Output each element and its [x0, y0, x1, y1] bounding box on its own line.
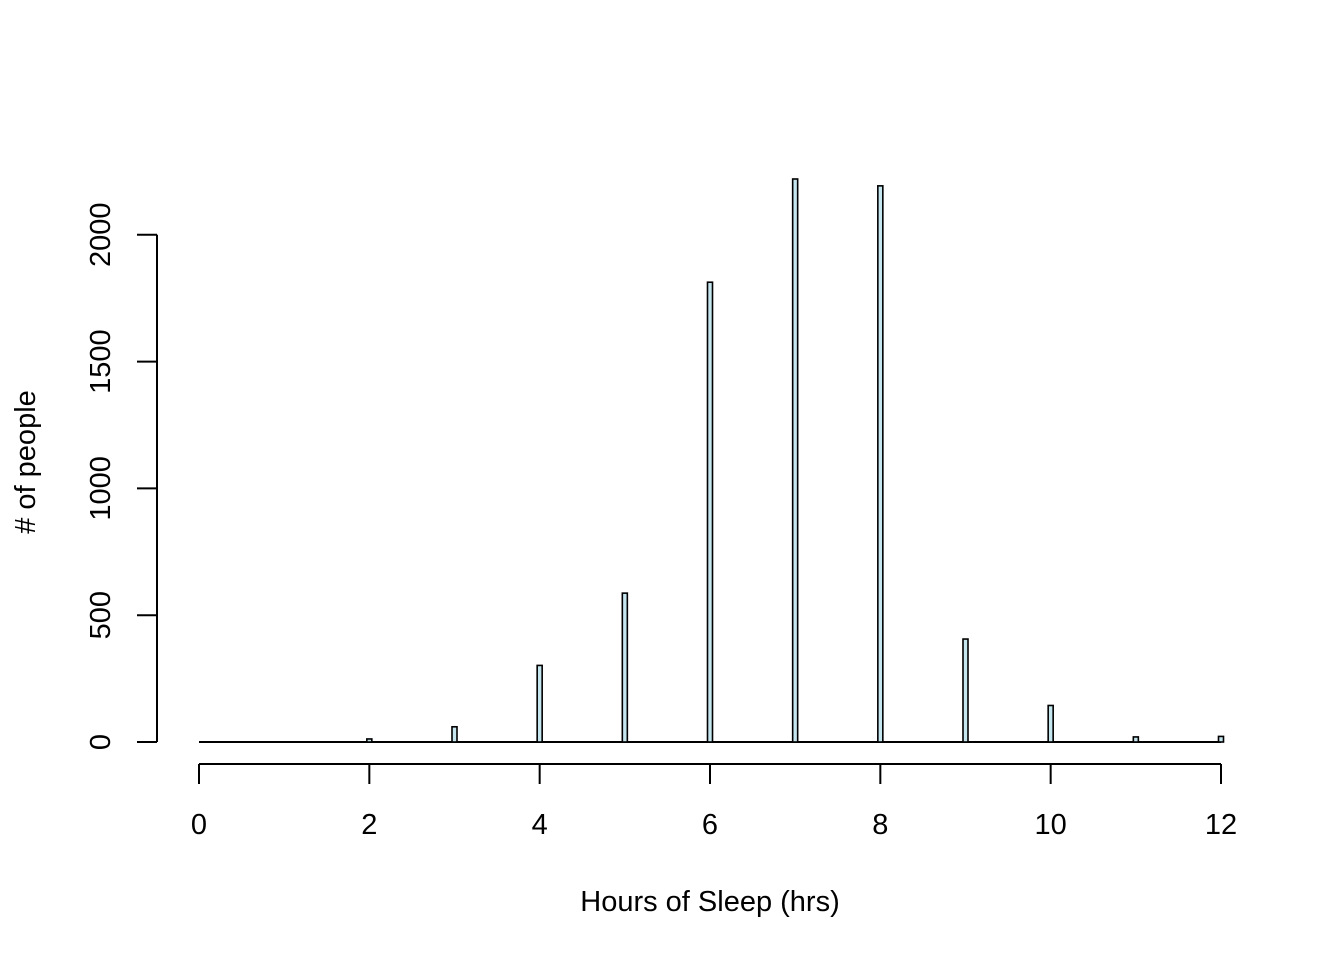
- x-axis: 0 2 4 6 8 10 12: [191, 764, 1237, 841]
- bar-9-hours: [963, 639, 968, 742]
- bar-5-hours: [622, 593, 627, 742]
- x-tick-label-6: 6: [702, 809, 718, 841]
- y-tick-label-0: 0: [85, 734, 117, 750]
- y-axis-label: # of people: [10, 390, 42, 534]
- x-tick-label-10: 10: [1035, 809, 1067, 841]
- y-tick-label-1000: 1000: [85, 456, 117, 521]
- x-tick-label-12: 12: [1205, 809, 1237, 841]
- y-tick-label-500: 500: [85, 591, 117, 639]
- bar-10-hours: [1048, 705, 1053, 742]
- bar-6-hours: [708, 282, 713, 742]
- x-tick-label-8: 8: [872, 809, 888, 841]
- x-tick-label-2: 2: [361, 809, 377, 841]
- bar-3-hours: [452, 727, 457, 742]
- bar-2-hours: [367, 739, 372, 742]
- y-axis: 0 500 1000 1500 2000: [85, 203, 157, 751]
- y-tick-label-2000: 2000: [85, 203, 117, 268]
- bars-layer: [367, 179, 1224, 742]
- x-axis-label: Hours of Sleep (hrs): [580, 886, 840, 918]
- bar-12-hours: [1219, 736, 1224, 742]
- bar-4-hours: [537, 665, 542, 742]
- x-tick-label-0: 0: [191, 809, 207, 841]
- x-tick-label-4: 4: [532, 809, 548, 841]
- bar-11-hours: [1133, 737, 1138, 742]
- y-tick-label-1500: 1500: [85, 329, 117, 394]
- bar-7-hours: [793, 179, 798, 742]
- bar-8-hours: [878, 186, 883, 742]
